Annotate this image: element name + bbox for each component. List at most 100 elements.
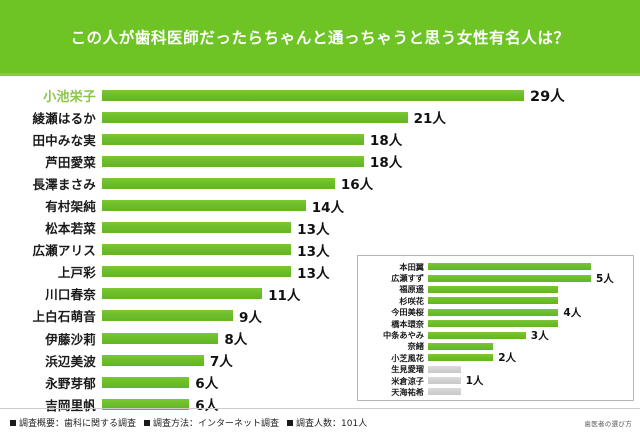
inset-chart-bar-track: . bbox=[428, 284, 633, 295]
main-chart-bar bbox=[102, 244, 292, 256]
inset-chart-row-label: 天海祐希 bbox=[391, 387, 424, 397]
inset-chart-row: 橋本環奈. bbox=[358, 318, 635, 329]
main-chart-row: 川口春奈 11人 bbox=[0, 283, 640, 305]
inset-chart-row-label: 生見愛瑠 bbox=[391, 364, 424, 375]
inset-chart-bar-track: . bbox=[428, 295, 633, 306]
main-chart-bar bbox=[102, 111, 408, 123]
square-bullet-icon bbox=[144, 419, 151, 426]
main-chart-bar bbox=[102, 310, 233, 322]
inset-chart-bar bbox=[428, 274, 591, 282]
main-chart-row: 永野芽郁 6人 bbox=[0, 371, 640, 393]
main-chart-bar-track: 29人 bbox=[102, 84, 640, 106]
inset-chart-bar bbox=[428, 377, 461, 385]
main-chart-bar bbox=[102, 177, 335, 189]
inset-chart-row-label: 小芝風花 bbox=[391, 352, 424, 363]
main-bar-chart: 小池栄子 29人 綾瀬はるか 21人 田中みな実 18人 芦田愛菜 18人 長澤まさみ 16人有村… bbox=[0, 84, 640, 415]
inset-chart-bar bbox=[428, 388, 461, 396]
main-chart-bar bbox=[102, 332, 219, 344]
inset-chart-bar bbox=[428, 308, 559, 316]
inset-chart-bar-value: 3人 bbox=[530, 329, 549, 342]
inset-chart-row-label: 広瀬すず bbox=[391, 273, 424, 284]
main-chart-row: 伊藤沙莉 8人 bbox=[0, 327, 640, 349]
main-chart-bar-value: 29人 bbox=[530, 88, 565, 105]
main-chart-bar-track: 13人 bbox=[102, 217, 640, 239]
main-chart-row-label: 上戸彩 bbox=[57, 265, 96, 281]
inset-chart-row-label: 本田翼 bbox=[399, 261, 424, 272]
main-chart-bar-value: 13人 bbox=[297, 265, 330, 282]
main-chart-row: 広瀬アリス 13人 bbox=[0, 239, 640, 261]
main-chart-row-label: 川口春奈 bbox=[45, 287, 96, 303]
main-chart-bar-track: 6人 bbox=[102, 371, 640, 393]
footer-note-respondent-count: 調査人数：101人 bbox=[287, 416, 367, 429]
main-chart-bar bbox=[102, 155, 364, 167]
main-chart-bar-value: 6人 bbox=[195, 376, 219, 393]
footer-note-survey-overview: 調査概要：歯科に関する調査 bbox=[10, 416, 136, 429]
inset-chart-row: 広瀬すず 5人 bbox=[358, 272, 635, 285]
main-chart-row: 芦田愛菜 18人 bbox=[0, 150, 640, 172]
main-chart-row: 上白石萌音 9人 bbox=[0, 305, 640, 327]
main-chart-bar bbox=[102, 133, 364, 145]
main-chart-bar-track: 14人 bbox=[102, 194, 640, 216]
inset-chart-row-label: 米倉涼子 bbox=[391, 375, 424, 386]
main-chart-bar-value: 18人 bbox=[369, 133, 403, 150]
footer-note-label: 調査人数：101人 bbox=[296, 419, 368, 429]
main-chart-row: 田中みな実 18人 bbox=[0, 128, 640, 150]
inset-chart-row: 天海祐希. bbox=[358, 386, 635, 397]
inset-chart-row-label: 中条あやみ bbox=[383, 330, 424, 341]
main-chart-bar-track: 11人 bbox=[102, 283, 640, 305]
main-chart-bar-value: 13人 bbox=[297, 243, 330, 260]
main-chart-row: 綾瀬はるか 21人 bbox=[0, 106, 640, 128]
main-chart-row-label: 上白石萌音 bbox=[32, 309, 96, 325]
main-chart-bar-value: 18人 bbox=[369, 155, 403, 172]
main-chart-row-label: 吉岡里帆 bbox=[45, 397, 96, 413]
inset-chart-row: 奈緒. bbox=[358, 341, 635, 352]
main-chart-row: 松本若菜 13人 bbox=[0, 217, 640, 239]
main-chart-bar-value: 13人 bbox=[297, 221, 330, 238]
inset-chart-row-label: 橋本環奈 bbox=[391, 318, 424, 329]
inset-chart-bar-track: 1人 bbox=[428, 375, 633, 388]
main-chart-bar bbox=[102, 376, 190, 388]
main-chart-row-label: 長澤まさみ bbox=[32, 176, 96, 192]
main-chart-bar-value: 14人 bbox=[311, 199, 345, 216]
inset-chart-row: 杉咲花. bbox=[358, 295, 635, 306]
inset-chart-row-label: 奈緒 bbox=[407, 341, 424, 352]
main-chart-bar-track: 7人 bbox=[102, 349, 640, 371]
main-chart-row-label: 永野芽郁 bbox=[45, 375, 96, 391]
inset-chart-bar-track: . bbox=[428, 318, 633, 329]
inset-chart-bar bbox=[428, 320, 559, 328]
header-banner: この人が歯科医師だったらちゃんと通っちゃうと思う女性有名人は？ bbox=[0, 0, 640, 73]
inset-chart-row: 小芝風花 2人 bbox=[358, 352, 635, 365]
inset-chart-bar bbox=[428, 342, 494, 350]
inset-chart-bar bbox=[428, 263, 591, 271]
main-chart-bar bbox=[102, 222, 292, 234]
inset-chart-row: 生見愛瑠. bbox=[358, 364, 635, 375]
inset-chart-bar-value: 1人 bbox=[465, 375, 484, 388]
main-chart-row: 上戸彩 13人 bbox=[0, 261, 640, 283]
main-chart-bar-track: 18人 bbox=[102, 150, 640, 172]
inset-chart-row: 本田翼. bbox=[358, 261, 635, 272]
inset-bar-chart-panel: 本田翼.広瀬すず5人福原遥.杉咲花.今田美桜4人橋本環奈.中条あやみ3人奈緒.小… bbox=[357, 255, 634, 401]
main-chart-row-label: 松本若菜 bbox=[45, 221, 96, 237]
square-bullet-icon bbox=[10, 419, 16, 426]
footer-note-label: 調査方法：インターネット調査 bbox=[153, 419, 280, 429]
inset-chart-bar-track: . bbox=[428, 341, 633, 352]
inset-chart-row-label: 福原遥 bbox=[399, 284, 424, 295]
footer-credit: 歯医者の選び方 bbox=[584, 419, 632, 428]
main-chart-bar-value: 9人 bbox=[238, 309, 262, 326]
main-chart-bar-track: 21人 bbox=[102, 106, 640, 128]
inset-chart-bar-track: 5人 bbox=[428, 272, 633, 285]
inset-chart-bar-value: 2人 bbox=[498, 352, 516, 365]
inset-chart-bar-track: . bbox=[428, 261, 633, 272]
main-chart-row-label: 伊藤沙莉 bbox=[45, 331, 96, 347]
inset-chart-bar-track: 3人 bbox=[428, 329, 633, 342]
main-chart-row: 長澤まさみ 16人 bbox=[0, 172, 640, 194]
main-chart-bar bbox=[102, 266, 292, 278]
main-chart-bar bbox=[102, 398, 190, 410]
inset-chart-bar-track: 4人 bbox=[428, 307, 633, 319]
main-chart-bar-track: 8人 bbox=[102, 327, 640, 349]
main-chart-row-label: 広瀬アリス bbox=[32, 243, 96, 259]
main-chart-row-label: 小池栄子 bbox=[43, 89, 96, 105]
footer-divider bbox=[0, 408, 640, 409]
main-chart-bar-value: 7人 bbox=[209, 354, 233, 371]
main-chart-row-label: 有村架純 bbox=[45, 199, 96, 215]
